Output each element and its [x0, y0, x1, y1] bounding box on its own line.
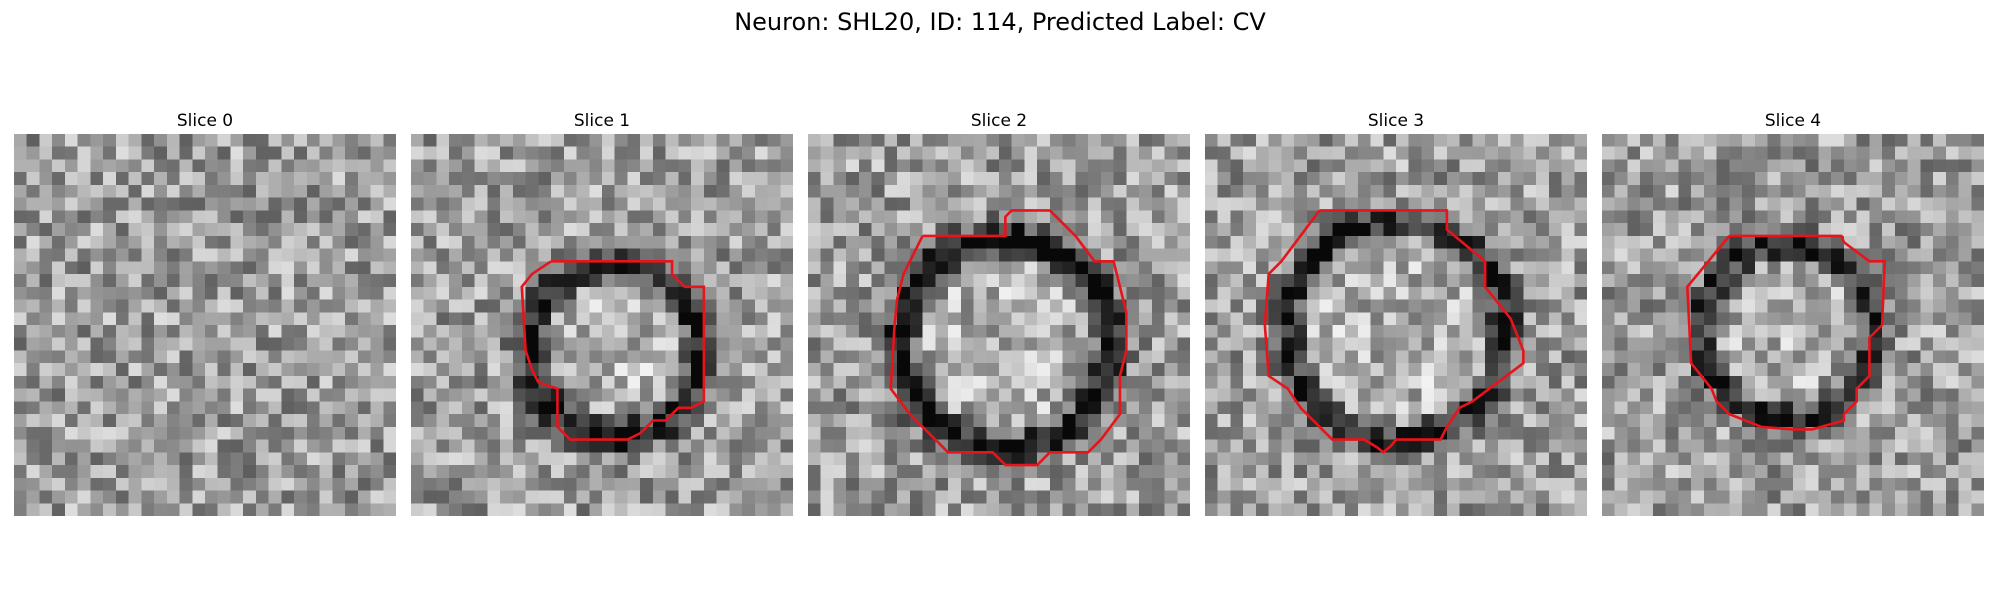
- slice-title: Slice 3: [1367, 111, 1425, 131]
- grayscale-slice-image: [411, 134, 793, 516]
- slice-title: Slice 4: [1764, 111, 1822, 131]
- contour-overlay: [1205, 134, 1587, 516]
- segmentation-contour: [1265, 210, 1523, 452]
- slice-panel-2: Slice 2: [808, 108, 1190, 516]
- slice-panel-3: Slice 3: [1205, 108, 1587, 516]
- contour-overlay: [14, 134, 396, 516]
- slice-image-0: [14, 134, 396, 516]
- segmentation-contour: [891, 210, 1127, 465]
- slice-title: Slice 2: [970, 111, 1028, 131]
- segmentation-contour: [1687, 236, 1884, 430]
- segmentation-contour: [522, 261, 704, 439]
- grayscale-slice-image: [14, 134, 396, 516]
- figure-title: Neuron: SHL20, ID: 114, Predicted Label:…: [734, 8, 1266, 36]
- slice-image-2: [808, 134, 1190, 516]
- slice-title: Slice 0: [176, 111, 234, 131]
- slice-title: Slice 1: [573, 111, 631, 131]
- slice-panel-0: Slice 0: [14, 108, 396, 516]
- slice-image-3: [1205, 134, 1587, 516]
- contour-overlay: [808, 134, 1190, 516]
- slice-panel-1: Slice 1: [411, 108, 793, 516]
- contour-overlay: [1602, 134, 1984, 516]
- slice-image-4: [1602, 134, 1984, 516]
- grayscale-slice-image: [1205, 134, 1587, 516]
- contour-overlay: [411, 134, 793, 516]
- grayscale-slice-image: [1602, 134, 1984, 516]
- slice-panel-4: Slice 4: [1602, 108, 1984, 516]
- slice-image-1: [411, 134, 793, 516]
